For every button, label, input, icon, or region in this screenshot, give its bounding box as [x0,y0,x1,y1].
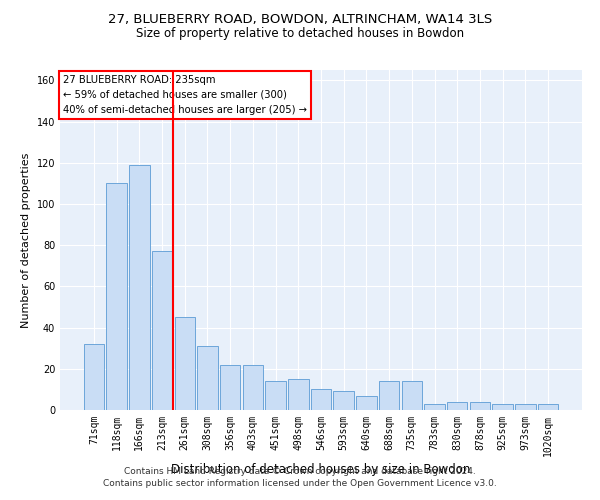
Bar [242,364,263,410]
Text: Size of property relative to detached houses in Bowdon: Size of property relative to detached ho… [136,28,464,40]
Bar [334,392,354,410]
Bar [175,318,195,410]
Bar [84,344,104,410]
Bar [538,404,558,410]
Bar [152,252,172,410]
Bar [197,346,218,410]
Bar [379,381,400,410]
Bar [470,402,490,410]
Bar [311,390,331,410]
Bar [129,165,149,410]
Bar [447,402,467,410]
Bar [424,404,445,410]
X-axis label: Distribution of detached houses by size in Bowdon: Distribution of detached houses by size … [172,463,470,476]
Bar [515,404,536,410]
Text: Contains HM Land Registry data © Crown copyright and database right 2024.
Contai: Contains HM Land Registry data © Crown c… [103,466,497,487]
Text: 27 BLUEBERRY ROAD: 235sqm
← 59% of detached houses are smaller (300)
40% of semi: 27 BLUEBERRY ROAD: 235sqm ← 59% of detac… [62,75,307,114]
Bar [106,184,127,410]
Bar [356,396,377,410]
Text: 27, BLUEBERRY ROAD, BOWDON, ALTRINCHAM, WA14 3LS: 27, BLUEBERRY ROAD, BOWDON, ALTRINCHAM, … [108,12,492,26]
Bar [220,364,241,410]
Y-axis label: Number of detached properties: Number of detached properties [21,152,31,328]
Bar [265,381,286,410]
Bar [401,381,422,410]
Bar [493,404,513,410]
Bar [288,379,308,410]
